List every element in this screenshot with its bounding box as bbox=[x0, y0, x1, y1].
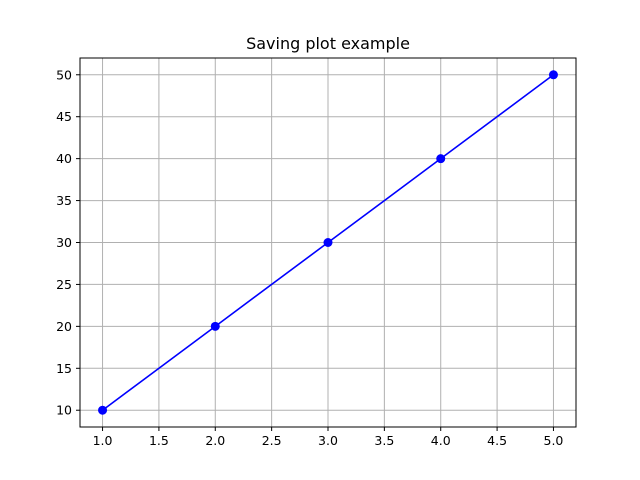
x-axis: 1.0 1.5 2.0 2.5 3.0 3.5 4.0 4.5 5.0 bbox=[93, 427, 564, 448]
x-tick-label: 4.0 bbox=[431, 433, 451, 448]
y-tick-label: 40 bbox=[56, 151, 72, 166]
data-point bbox=[210, 321, 220, 331]
chart-title: Saving plot example bbox=[246, 34, 410, 53]
y-axis: 10 15 20 25 30 35 40 45 50 bbox=[56, 67, 80, 418]
y-tick-label: 20 bbox=[56, 319, 72, 334]
data-point bbox=[98, 405, 108, 415]
y-tick-label: 10 bbox=[56, 403, 72, 418]
y-tick-label: 45 bbox=[56, 109, 72, 124]
y-tick-label: 30 bbox=[56, 235, 72, 250]
x-tick-label: 1.0 bbox=[93, 433, 113, 448]
series-layer bbox=[98, 70, 558, 415]
x-tick-label: 3.0 bbox=[318, 433, 338, 448]
x-tick-label: 2.5 bbox=[262, 433, 282, 448]
x-tick-label: 1.5 bbox=[149, 433, 169, 448]
data-point bbox=[323, 238, 333, 247]
data-point bbox=[548, 70, 558, 80]
y-tick-label: 35 bbox=[56, 193, 72, 208]
x-tick-label: 4.5 bbox=[487, 433, 507, 448]
x-tick-label: 3.5 bbox=[374, 433, 394, 448]
x-tick-label: 5.0 bbox=[544, 433, 564, 448]
y-tick-label: 50 bbox=[56, 67, 72, 82]
x-tick-label: 2.0 bbox=[205, 433, 225, 448]
data-point bbox=[436, 154, 446, 164]
y-tick-label: 15 bbox=[56, 361, 72, 376]
y-tick-label: 25 bbox=[56, 277, 72, 292]
